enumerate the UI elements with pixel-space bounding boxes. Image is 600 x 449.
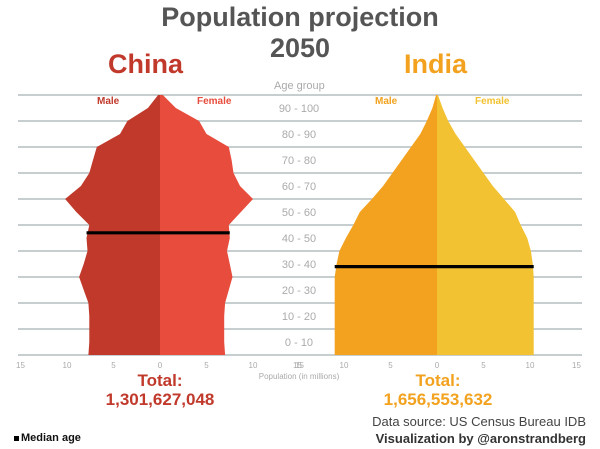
india-male-label: Male — [375, 96, 398, 107]
china-x-tick-label: 10 — [63, 361, 72, 370]
india-female-area — [437, 95, 534, 355]
india-total-value: 1,656,553,632 — [383, 390, 493, 409]
chart-title-line1: Population projection — [161, 2, 439, 32]
age-tick-label: 40 - 50 — [282, 233, 316, 245]
india-male-area — [334, 95, 437, 355]
median-lines — [86, 231, 534, 269]
china-x-tick-label: 15 — [16, 361, 25, 370]
china-x-tick-label: 15 — [295, 361, 304, 370]
age-tick-label: 80 - 90 — [282, 129, 316, 141]
legend-median-label: Median age — [21, 432, 81, 444]
pyramids — [65, 95, 534, 355]
china-total-value: 1,301,627,048 — [105, 390, 215, 409]
china-x-tick-label: 10 — [249, 361, 258, 370]
india-x-tick-label: 10 — [526, 361, 535, 370]
data-source: Data source: US Census Bureau IDB — [372, 414, 586, 429]
india-x-tick-label: 15 — [293, 361, 302, 370]
chart-title: Population projection 2050 — [0, 2, 600, 64]
age-tick-label: 90 - 100 — [279, 103, 319, 115]
china-male-label: Male — [97, 96, 120, 107]
india-female-label: Female — [475, 96, 510, 107]
age-tick-label: 20 - 30 — [282, 285, 316, 297]
chart-title-line2: 2050 — [269, 33, 331, 63]
china-female-area — [160, 95, 253, 355]
china-male-area — [65, 95, 160, 355]
age-tick-label: 0 - 10 — [285, 337, 313, 349]
india-x-tick-label: 5 — [388, 361, 393, 370]
china-x-tick-label: 5 — [111, 361, 116, 370]
india-total-label: Total: — [415, 371, 461, 390]
age-tick-label: 70 - 80 — [282, 155, 316, 167]
india-x-tick-label: 10 — [340, 361, 349, 370]
india-x-tick-label: 15 — [572, 361, 581, 370]
age-tick-label: 10 - 20 — [282, 311, 316, 323]
china-total-label: Total: — [137, 371, 183, 390]
china-name: China — [108, 49, 184, 79]
china-x-tick-label: 5 — [204, 361, 209, 370]
age-tick-label: 50 - 60 — [282, 207, 316, 219]
x-axis-label: Population (in millions) — [259, 372, 340, 381]
china-x-tick-label: 0 — [158, 361, 163, 370]
india-x-tick-label: 5 — [481, 361, 486, 370]
median-legend-swatch — [14, 435, 19, 441]
age-tick-labels: 0 - 10 10 - 20 20 - 30 30 - 40 40 - 50 50 - 6… — [279, 103, 319, 349]
age-tick-label: 60 - 70 — [282, 181, 316, 193]
india-name: India — [404, 49, 468, 79]
legend: Median age — [14, 432, 81, 444]
india-x-tick-label: 0 — [435, 361, 440, 370]
visualization-credit: Visualization by @aronstrandberg — [375, 431, 586, 446]
age-group-label: Age group — [274, 80, 325, 92]
china-female-label: Female — [197, 96, 232, 107]
age-tick-label: 30 - 40 — [282, 259, 316, 271]
